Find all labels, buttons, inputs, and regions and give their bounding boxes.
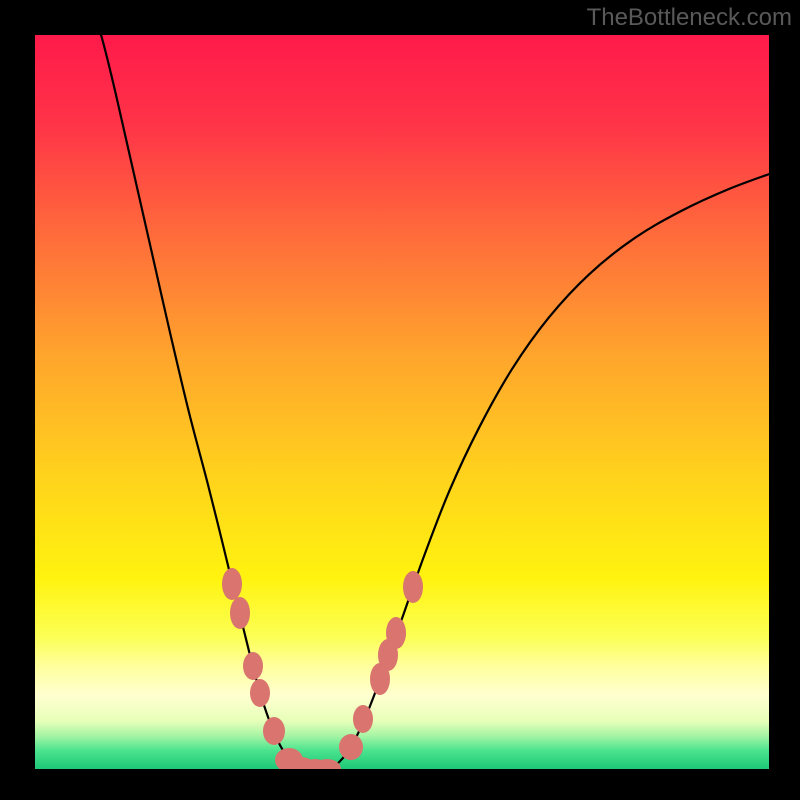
watermark-text: TheBottleneck.com [587, 4, 792, 32]
plot-area [35, 35, 769, 769]
data-marker [386, 617, 406, 649]
data-marker [403, 571, 423, 603]
data-marker [243, 652, 263, 680]
data-marker [222, 568, 242, 600]
data-marker [353, 705, 373, 733]
data-marker [313, 759, 341, 769]
markers-layer [35, 35, 769, 769]
data-marker [230, 597, 250, 629]
data-marker [339, 734, 363, 760]
chart-stage: TheBottleneck.com [0, 0, 800, 800]
data-marker [263, 717, 285, 745]
data-marker [250, 679, 270, 707]
